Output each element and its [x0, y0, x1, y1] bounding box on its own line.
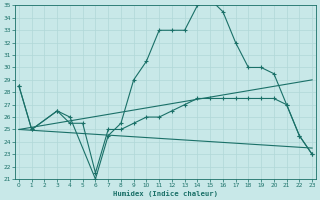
- X-axis label: Humidex (Indice chaleur): Humidex (Indice chaleur): [113, 190, 218, 197]
